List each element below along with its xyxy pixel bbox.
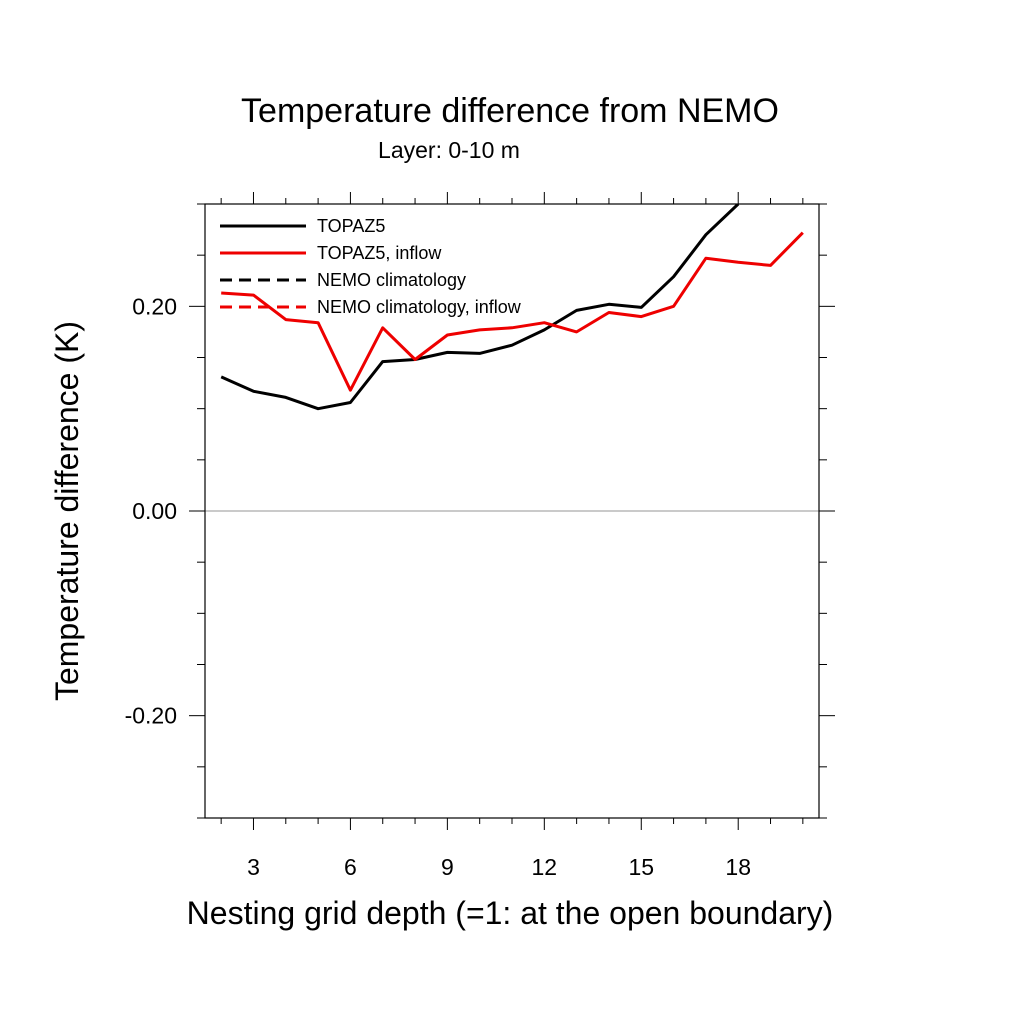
legend-label: TOPAZ5 xyxy=(317,216,385,236)
legend-label: NEMO climatology, inflow xyxy=(317,297,522,317)
y-tick-label: 0.00 xyxy=(132,498,177,524)
x-tick-label: 12 xyxy=(532,854,558,880)
series-line-2 xyxy=(221,231,804,392)
x-tick-label: 15 xyxy=(628,854,654,880)
x-tick-label: 9 xyxy=(441,854,454,880)
x-axis-label: Nesting grid depth (=1: at the open boun… xyxy=(187,895,834,931)
legend: TOPAZ5 TOPAZ5, inflow NEMO climatology NEMO… xyxy=(220,216,522,317)
chart-subtitle: Layer: 0-10 m xyxy=(378,137,520,163)
y-tick-label: 0.20 xyxy=(132,293,177,319)
legend-label: TOPAZ5, inflow xyxy=(317,243,442,263)
plot-area xyxy=(220,204,804,411)
x-tick-label: 6 xyxy=(344,854,357,880)
legend-label: NEMO climatology xyxy=(317,270,466,290)
y-tick-label: -0.20 xyxy=(125,703,177,729)
y-axis-label: Temperature difference (K) xyxy=(49,321,85,701)
series-line-1 xyxy=(220,204,740,411)
x-tick-label: 18 xyxy=(725,854,751,880)
chart-title: Temperature difference from NEMO xyxy=(241,92,779,130)
x-tick-label: 3 xyxy=(247,854,260,880)
